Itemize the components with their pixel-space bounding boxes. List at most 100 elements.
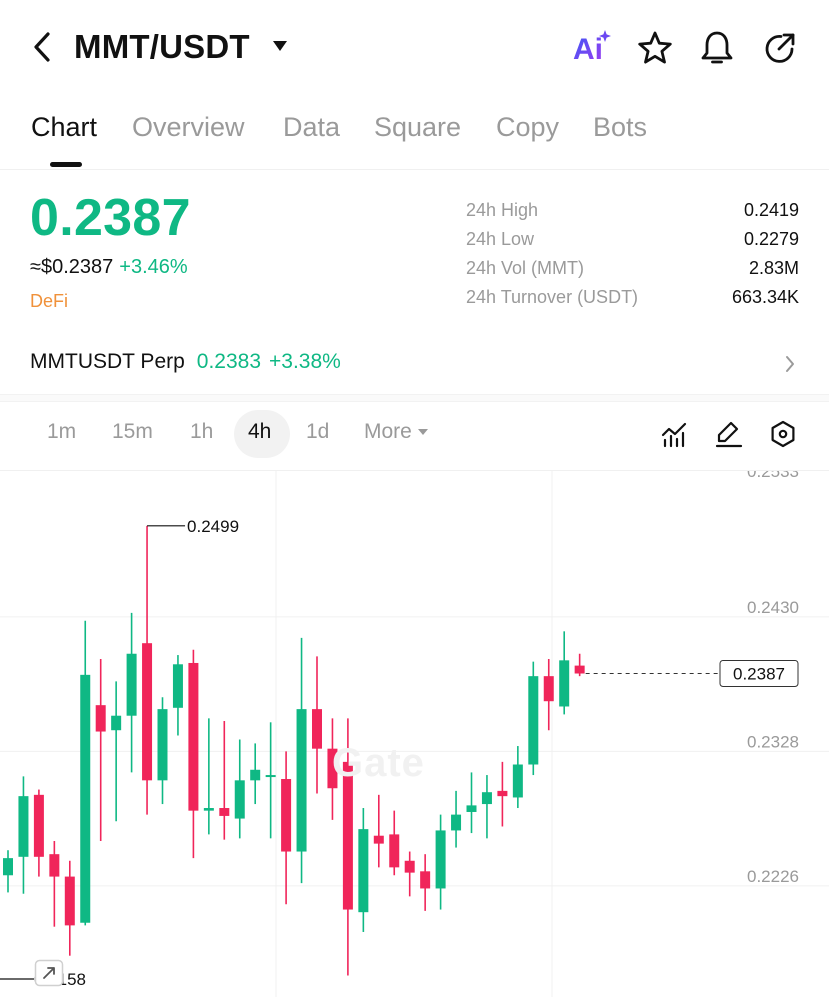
bell-icon[interactable] — [700, 30, 734, 66]
share-icon[interactable] — [762, 30, 798, 66]
interval-more-label: More — [364, 420, 412, 443]
stat-value: 0.2279 — [743, 229, 799, 249]
interval-1m[interactable]: 1m — [47, 420, 77, 443]
candle-body — [111, 715, 122, 731]
active-tab-indicator — [50, 162, 82, 167]
y-tick-label: 0.2430 — [747, 598, 799, 617]
caret-down-icon[interactable] — [272, 40, 288, 52]
chevron-right-icon — [786, 356, 794, 372]
candle-body — [312, 709, 322, 749]
perp-price: 0.2383 — [196, 350, 262, 373]
candle-body — [49, 854, 60, 877]
stat-low: 24h Low 0.2279 — [466, 229, 799, 258]
candle-body — [528, 676, 539, 765]
candlestick-chart[interactable]: 0.25330.24300.23280.22260.24990.21580.23… — [0, 470, 829, 997]
draw-icon[interactable] — [714, 420, 744, 448]
stat-value: 0.2419 — [743, 200, 799, 220]
candle-body — [296, 709, 307, 852]
pair-title[interactable]: MMT/USDT — [74, 28, 250, 65]
candle-body — [466, 805, 477, 812]
candle-body — [18, 796, 29, 857]
ai-icon[interactable]: Ai — [572, 28, 612, 66]
candle-body — [373, 835, 384, 844]
stat-label: 24h Low — [466, 229, 535, 249]
perp-link-row[interactable]: MMTUSDT Perp 0.2383 +3.38% — [30, 350, 800, 380]
stat-value: 2.83M — [748, 258, 799, 278]
interval-1d[interactable]: 1d — [306, 420, 330, 443]
candle-body — [3, 858, 13, 876]
price-change: +3.46% — [119, 256, 188, 278]
last-price-label: 0.2387 — [733, 665, 785, 684]
last-price: 0.2387 — [30, 189, 191, 247]
candle-body — [358, 829, 369, 913]
stat-high: 24h High 0.2419 — [466, 200, 799, 229]
tab-copy[interactable]: Copy — [496, 112, 560, 142]
chart-canvas[interactable]: 0.25330.24300.23280.22260.24990.21580.23… — [0, 471, 829, 997]
candle-body — [559, 660, 570, 707]
expand-icon[interactable] — [34, 959, 64, 987]
interval-4h[interactable]: 4h — [248, 420, 272, 443]
candle-body — [234, 780, 245, 819]
candle-body — [327, 748, 338, 789]
candle-body — [512, 764, 523, 798]
candle-body — [33, 794, 44, 857]
ai-icon-label: Ai — [573, 33, 603, 66]
stat-label: 24h Vol (MMT) — [466, 258, 585, 278]
tab-data[interactable]: Data — [283, 112, 341, 142]
high-marker-label: 0.2499 — [187, 517, 239, 536]
candle-body — [219, 808, 230, 816]
indicator-icon[interactable] — [660, 420, 688, 448]
candle-body — [574, 665, 585, 674]
candle-body — [404, 860, 415, 873]
candle-body — [80, 674, 91, 923]
interval-bar: 1m 15m 1h 4h 1d More — [0, 408, 829, 462]
y-tick-label: 0.2533 — [747, 471, 799, 481]
candle-body — [157, 709, 168, 781]
stat-label: 24h High — [466, 200, 539, 220]
candle-body — [142, 643, 153, 781]
category-tag[interactable]: DeFi — [30, 291, 69, 311]
fiat-price: ≈$0.2387 — [30, 256, 114, 278]
fiat-price-row: ≈$0.2387 +3.46% — [30, 256, 188, 279]
candle-body — [543, 676, 554, 702]
candle-body — [451, 814, 462, 831]
perp-change: +3.38% — [269, 350, 341, 373]
candle-body — [203, 808, 214, 811]
candle-body — [497, 790, 508, 797]
section-divider — [0, 394, 829, 402]
settings-icon[interactable] — [768, 419, 798, 449]
active-interval-pill — [234, 410, 290, 458]
star-icon[interactable] — [636, 30, 674, 66]
watermark: Gate — [332, 741, 425, 785]
interval-1h[interactable]: 1h — [190, 420, 214, 443]
candle-body — [389, 834, 400, 868]
tab-chart[interactable]: Chart — [31, 112, 98, 142]
stat-volume: 24h Vol (MMT) 2.83M — [466, 258, 799, 287]
back-icon[interactable] — [28, 30, 56, 64]
interval-more[interactable]: More — [364, 420, 428, 444]
header: MMT/USDT Ai — [0, 0, 829, 96]
interval-15m[interactable]: 15m — [112, 420, 153, 443]
tab-square[interactable]: Square — [374, 112, 462, 142]
stat-label: 24h Turnover (USDT) — [466, 287, 639, 307]
tab-bar: Chart Overview Data Square Copy Bots — [0, 100, 829, 170]
candle-body — [481, 792, 492, 805]
tab-overview[interactable]: Overview — [132, 112, 245, 142]
candle-body — [172, 664, 183, 708]
candle-body — [95, 705, 106, 732]
candle-body — [64, 876, 75, 926]
candle-body — [420, 871, 431, 889]
y-tick-label: 0.2328 — [747, 732, 799, 751]
stat-value: 663.34K — [731, 287, 799, 307]
y-tick-label: 0.2226 — [747, 867, 799, 886]
perp-name: MMTUSDT Perp — [30, 350, 185, 373]
stat-turnover: 24h Turnover (USDT) 663.34K — [466, 287, 799, 316]
candle-body — [342, 761, 353, 910]
candle-body — [435, 830, 446, 889]
last-price-box — [719, 660, 799, 688]
candle-body — [265, 775, 276, 778]
tab-bots[interactable]: Bots — [593, 112, 648, 142]
candle-body — [126, 653, 137, 716]
candle-body — [250, 769, 261, 781]
candle-body — [188, 662, 199, 811]
